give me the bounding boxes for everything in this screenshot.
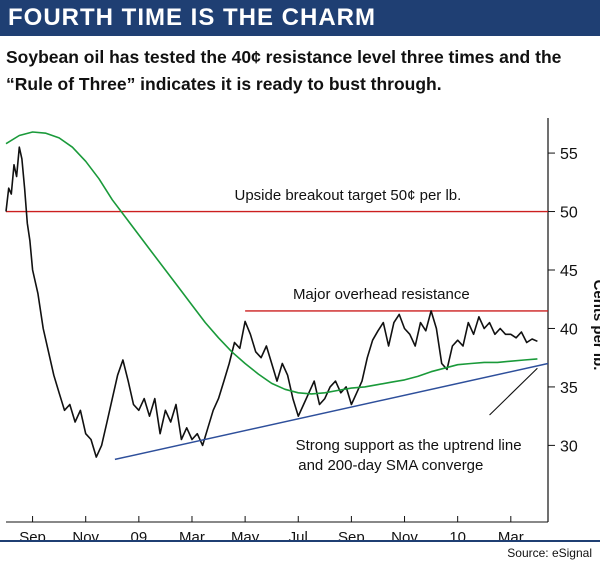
chart-background bbox=[0, 110, 600, 540]
chart-title-bar: FOURTH TIME IS THE CHARM bbox=[0, 0, 600, 36]
price-series-line bbox=[5, 146, 538, 458]
x-tick-label: Jul bbox=[289, 529, 308, 540]
x-tick-label: Mar bbox=[179, 529, 205, 540]
x-tick-label: Sep bbox=[19, 529, 46, 540]
x-tick-label: Sep bbox=[338, 529, 365, 540]
chart-title: FOURTH TIME IS THE CHARM bbox=[8, 4, 376, 31]
source-note: Source: eSignal bbox=[507, 546, 592, 560]
chart-subtitle: Soybean oil has tested the 40¢ resistanc… bbox=[6, 47, 562, 94]
chart-area: 30 35 40 45 50 55 Sep Nov 09 Mar May Jul Sep Nov 10 Mar… bbox=[0, 110, 600, 546]
y-tick-label: 45 bbox=[560, 263, 578, 280]
bottom-rule bbox=[0, 540, 600, 542]
annotation-label: Major overhead resistance bbox=[293, 286, 470, 303]
x-tick-label: May bbox=[231, 529, 260, 540]
y-tick-label: 55 bbox=[560, 146, 578, 163]
y-axis-label: Cents per lb. bbox=[590, 280, 600, 371]
y-tick-label: 40 bbox=[560, 321, 578, 338]
chart-svg: 30 35 40 45 50 55 Sep Nov 09 Mar May Jul Sep Nov 10 Mar… bbox=[0, 110, 600, 546]
annotation-label: and 200-day SMA converge bbox=[298, 457, 483, 474]
x-tick-label: Nov bbox=[391, 529, 418, 540]
sma-200-series-line bbox=[5, 131, 538, 395]
x-tick-label: 10 bbox=[449, 529, 466, 540]
x-tick-label: 09 bbox=[130, 529, 147, 540]
annotation-arrow bbox=[489, 367, 538, 416]
x-tick-label: Nov bbox=[72, 529, 99, 540]
uptrend-line bbox=[114, 362, 549, 461]
y-tick-label: 50 bbox=[560, 205, 578, 222]
y-tick-label: 35 bbox=[560, 380, 578, 397]
annotation-label: Upside breakout target 50¢ per lb. bbox=[234, 187, 461, 204]
x-tick-label: Mar bbox=[498, 529, 524, 540]
annotation-label: Strong support as the uptrend line bbox=[296, 437, 522, 454]
y-tick-label: 30 bbox=[560, 438, 578, 455]
